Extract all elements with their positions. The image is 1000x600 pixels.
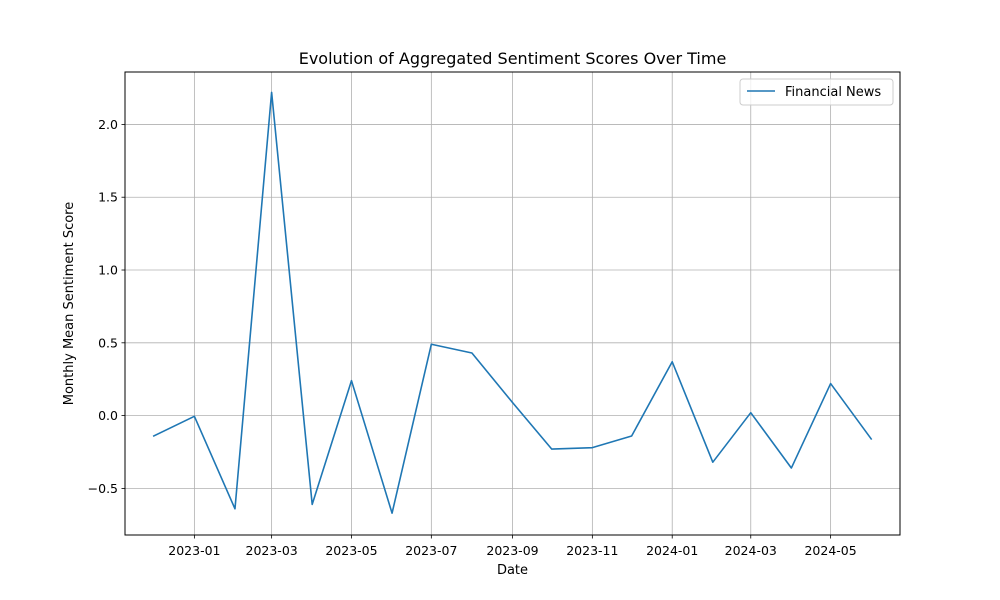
legend: Financial News bbox=[739, 78, 894, 106]
x-tick-label: 2023-03 bbox=[246, 543, 298, 558]
x-tick-label: 2023-11 bbox=[566, 543, 618, 558]
y-tick-label: 2.0 bbox=[98, 117, 118, 132]
y-axis-title: Monthly Mean Sentiment Score bbox=[62, 202, 77, 405]
series-line-financial-news bbox=[152, 91, 873, 514]
x-tick-label: 2023-09 bbox=[486, 543, 538, 558]
chart-title: Evolution of Aggregated Sentiment Scores… bbox=[299, 49, 727, 68]
x-tick-label: 2023-07 bbox=[405, 543, 457, 558]
series-layer bbox=[152, 91, 873, 514]
x-tick-label: 2023-01 bbox=[168, 543, 220, 558]
x-tick-label: 2024-01 bbox=[646, 543, 698, 558]
legend-label-financial-news: Financial News bbox=[785, 85, 881, 100]
legend-box bbox=[739, 78, 894, 106]
grid bbox=[125, 72, 900, 535]
y-tick-label: 0.0 bbox=[98, 408, 118, 423]
x-axis-title: Date bbox=[497, 563, 528, 578]
x-tick-label: 2023-05 bbox=[325, 543, 377, 558]
y-tick-label: 1.5 bbox=[98, 190, 118, 205]
y-tick-label: 0.5 bbox=[98, 335, 118, 350]
x-tick-label: 2024-03 bbox=[725, 543, 777, 558]
ticks: 2023-01 2023-03 2023-05 2023-07 2023-09 2023-… bbox=[88, 117, 857, 558]
x-tick-label: 2024-05 bbox=[804, 543, 856, 558]
y-tick-label: −0.5 bbox=[88, 481, 118, 496]
y-tick-label: 1.0 bbox=[98, 263, 118, 278]
